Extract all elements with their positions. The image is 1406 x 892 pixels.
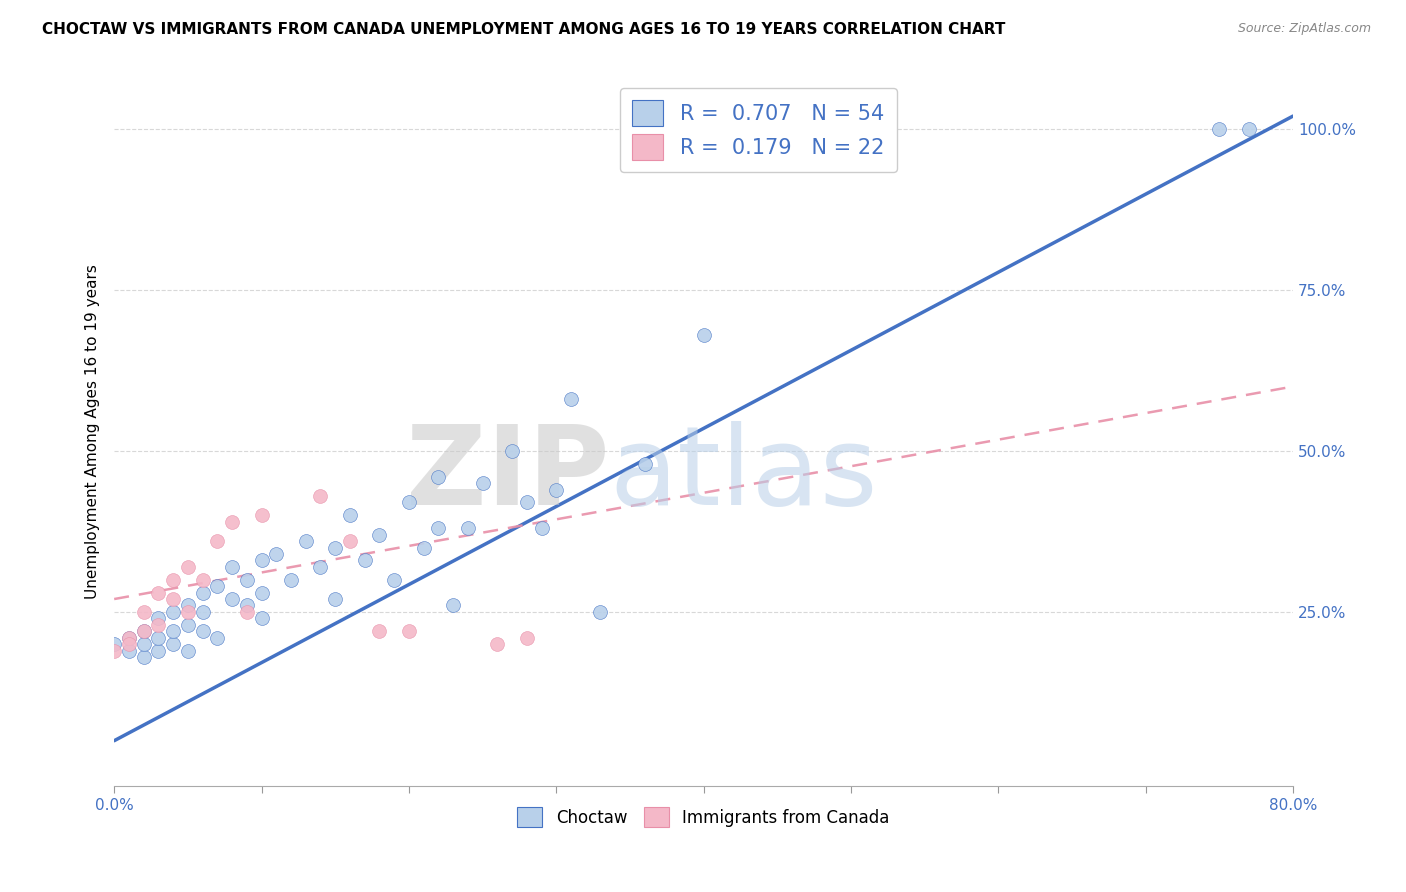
Point	[486, 637, 509, 651]
Point	[250, 553, 273, 567]
Point	[148, 643, 170, 657]
Point	[162, 637, 184, 651]
Point	[132, 605, 155, 619]
Point	[177, 559, 200, 574]
Point	[323, 541, 346, 555]
Point	[441, 599, 464, 613]
Point	[132, 624, 155, 639]
Point	[323, 592, 346, 607]
Point	[530, 521, 553, 535]
Point	[162, 624, 184, 639]
Point	[191, 605, 214, 619]
Point	[236, 599, 259, 613]
Point	[339, 508, 361, 523]
Point	[207, 579, 229, 593]
Text: atlas: atlas	[609, 421, 877, 527]
Point	[309, 559, 332, 574]
Point	[427, 521, 450, 535]
Point	[398, 495, 420, 509]
Point	[207, 534, 229, 549]
Point	[589, 605, 612, 619]
Point	[633, 457, 655, 471]
Point	[264, 547, 287, 561]
Point	[162, 605, 184, 619]
Point	[516, 631, 538, 645]
Point	[236, 573, 259, 587]
Point	[221, 559, 243, 574]
Point	[177, 605, 200, 619]
Point	[339, 534, 361, 549]
Y-axis label: Unemployment Among Ages 16 to 19 years: Unemployment Among Ages 16 to 19 years	[86, 264, 100, 599]
Point	[132, 650, 155, 665]
Point	[191, 573, 214, 587]
Point	[368, 527, 391, 541]
Point	[221, 515, 243, 529]
Point	[221, 592, 243, 607]
Point	[191, 624, 214, 639]
Point	[148, 617, 170, 632]
Point	[382, 573, 405, 587]
Point	[516, 495, 538, 509]
Point	[162, 573, 184, 587]
Point	[501, 444, 523, 458]
Point	[692, 328, 714, 343]
Point	[103, 643, 125, 657]
Point	[177, 643, 200, 657]
Point	[118, 631, 141, 645]
Point	[471, 476, 494, 491]
Point	[250, 585, 273, 599]
Point	[1237, 122, 1260, 136]
Point	[103, 637, 125, 651]
Point	[118, 631, 141, 645]
Point	[236, 605, 259, 619]
Point	[250, 611, 273, 625]
Point	[457, 521, 479, 535]
Point	[162, 592, 184, 607]
Point	[177, 617, 200, 632]
Legend: Choctaw, Immigrants from Canada: Choctaw, Immigrants from Canada	[510, 800, 897, 834]
Point	[118, 643, 141, 657]
Point	[294, 534, 316, 549]
Point	[132, 637, 155, 651]
Point	[148, 631, 170, 645]
Point	[132, 624, 155, 639]
Point	[148, 585, 170, 599]
Point	[280, 573, 302, 587]
Point	[560, 392, 582, 407]
Point	[148, 611, 170, 625]
Point	[353, 553, 375, 567]
Point	[118, 637, 141, 651]
Point	[250, 508, 273, 523]
Text: CHOCTAW VS IMMIGRANTS FROM CANADA UNEMPLOYMENT AMONG AGES 16 TO 19 YEARS CORRELA: CHOCTAW VS IMMIGRANTS FROM CANADA UNEMPL…	[42, 22, 1005, 37]
Text: ZIP: ZIP	[406, 421, 609, 527]
Point	[546, 483, 568, 497]
Point	[207, 631, 229, 645]
Point	[412, 541, 434, 555]
Point	[398, 624, 420, 639]
Text: Source: ZipAtlas.com: Source: ZipAtlas.com	[1237, 22, 1371, 36]
Point	[1208, 122, 1230, 136]
Point	[191, 585, 214, 599]
Point	[368, 624, 391, 639]
Point	[309, 489, 332, 503]
Point	[427, 469, 450, 483]
Point	[177, 599, 200, 613]
